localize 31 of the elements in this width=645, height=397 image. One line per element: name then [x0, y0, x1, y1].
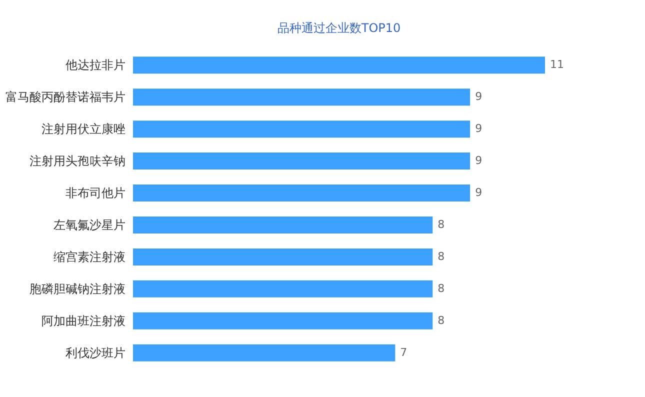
bar: [133, 120, 470, 138]
y-tick-label: 胞磷胆碱钠注射液: [30, 282, 126, 296]
data-label: 8: [438, 218, 445, 231]
y-tick-label: 左氧氟沙星片: [54, 218, 126, 232]
bar: [133, 248, 433, 266]
y-tick-label: 缩宫素注射液: [54, 250, 126, 264]
data-label: 11: [550, 58, 564, 72]
bar: [133, 184, 470, 202]
data-label: 9: [475, 90, 482, 104]
y-tick-label: 利伐沙班片: [66, 346, 126, 360]
bar: [133, 344, 396, 362]
data-label: 9: [475, 154, 482, 168]
y-tick-label: 注射用伏立康唑: [42, 122, 126, 136]
data-label: 8: [438, 250, 445, 263]
bar: [133, 280, 433, 298]
bar: [133, 88, 470, 106]
y-tick-label: 注射用头孢呋辛钠: [30, 154, 126, 168]
y-tick-label: 他达拉非片: [66, 58, 126, 72]
data-label: 9: [475, 186, 482, 200]
chart-title: 品种通过企业数TOP10: [277, 21, 401, 35]
y-tick-label: 阿加曲班注射液: [42, 314, 126, 328]
data-label: 8: [438, 314, 445, 327]
bar: [133, 312, 433, 330]
bar: [133, 56, 545, 74]
y-tick-label: 富马酸丙酚替诺福韦片: [6, 90, 126, 104]
data-label: 8: [438, 282, 445, 295]
data-label: 9: [475, 122, 482, 136]
y-tick-label: 非布司他片: [66, 186, 126, 200]
data-label: 7: [400, 346, 408, 359]
bar: [133, 216, 433, 234]
bar: [133, 152, 470, 170]
